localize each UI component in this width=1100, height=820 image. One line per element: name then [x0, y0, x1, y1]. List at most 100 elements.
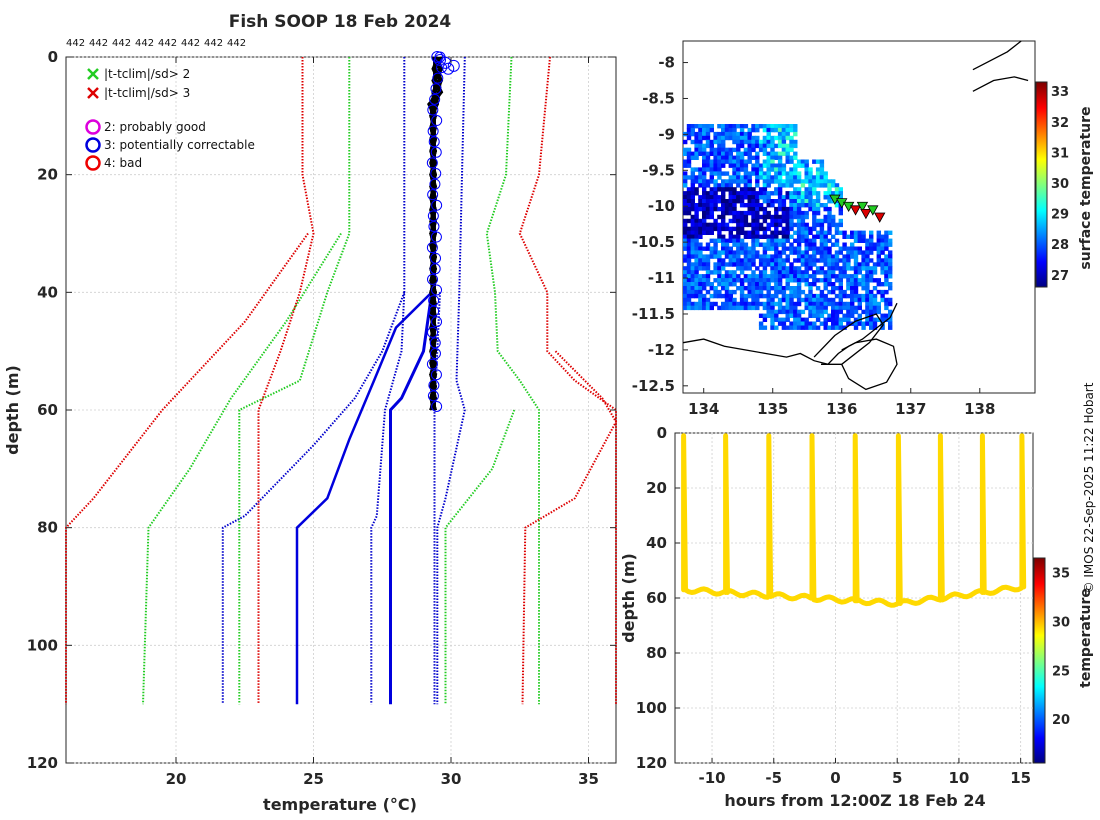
colorbar-band [1036, 127, 1047, 129]
sst-pixel [713, 242, 718, 247]
sst-pixel [721, 135, 726, 141]
sst-pixel [683, 238, 688, 243]
colorbar-band [1036, 126, 1047, 128]
colorbar-band [1034, 599, 1045, 601]
sst-pixel [789, 242, 794, 247]
sst-pixel [796, 195, 802, 200]
sst-pixel [808, 262, 813, 267]
colorbar-band [1034, 622, 1045, 624]
sst-pixel [888, 254, 893, 259]
sst-pixel [766, 214, 771, 220]
sst-pixel [758, 270, 764, 275]
sst-pixel [732, 270, 737, 275]
sst-pixel [732, 155, 737, 160]
colorbar-band [1034, 567, 1045, 569]
sst-pixel [698, 242, 703, 247]
sst-pixel [732, 147, 737, 153]
sst-pixel [876, 246, 881, 251]
sst-pixel [751, 278, 756, 283]
sst-pixel [827, 317, 832, 322]
sst-pixel [743, 262, 749, 267]
colorbar-band [1034, 759, 1045, 761]
sst-pixel [736, 226, 741, 232]
sst-pixel [823, 297, 828, 303]
sst-pixel [709, 214, 714, 220]
sst-pixel [755, 282, 760, 287]
sst-pixel [702, 210, 707, 216]
sst-pixel [717, 155, 722, 160]
colorbar-band [1036, 252, 1047, 254]
colorbar-band [1034, 657, 1045, 659]
flag-circle [431, 284, 443, 296]
sst-pixel [823, 230, 828, 235]
sst-pixel [857, 234, 862, 239]
sst-pixel [686, 131, 692, 137]
sst-pixel [774, 262, 779, 267]
colorbar-band [1034, 741, 1045, 743]
sst-pixel [819, 301, 825, 307]
colorbar-band [1036, 125, 1047, 127]
flag-circle [429, 263, 441, 275]
sst-pixel [770, 218, 775, 224]
sst-pixel [796, 242, 802, 247]
sst-pixel [838, 210, 843, 216]
sst-pixel [690, 262, 695, 267]
colorbar-band [1034, 704, 1045, 706]
sst-pixel [751, 147, 756, 153]
sst-pixel [872, 242, 878, 247]
colorbar-band [1036, 245, 1047, 247]
sst-pixel [751, 222, 756, 228]
colorbar-band [1034, 616, 1045, 618]
sst-pixel [743, 301, 749, 307]
sst-pixel [721, 250, 726, 255]
colorbar-band [1034, 663, 1045, 665]
sst-pixel [793, 143, 798, 149]
sst-pixel [758, 203, 764, 208]
sst-pixel [728, 199, 733, 204]
colorbar-band [1036, 268, 1047, 270]
colorbar-band [1034, 749, 1045, 751]
colorbar-band [1036, 82, 1047, 84]
colorbar-band [1036, 280, 1047, 282]
colorbar-frame [1033, 557, 1046, 764]
sst-pixel [812, 321, 817, 326]
sst-pixel [705, 210, 711, 216]
sst-pixel [736, 238, 741, 243]
sst-pixel [838, 246, 843, 251]
sst-pixel [812, 238, 817, 243]
sst-pixel [766, 234, 771, 239]
sst-pixel [777, 143, 783, 149]
sst-pixel [721, 199, 726, 204]
sst-pixel [796, 301, 802, 307]
sst-pixel [781, 250, 787, 255]
sst-pixel [834, 199, 840, 204]
colorbar-band [1036, 171, 1047, 173]
sst-pixel [812, 278, 817, 283]
sst-pixel [804, 159, 809, 164]
colorbar-band [1036, 154, 1047, 156]
sst-pixel [739, 151, 745, 156]
sst-pixel [751, 301, 756, 307]
sst-pixel [739, 127, 745, 133]
sst-pixel [683, 301, 688, 307]
sst-pixel [808, 274, 813, 279]
colorbar-band [1034, 701, 1045, 703]
sst-pixel [683, 266, 688, 271]
sst-pixel [876, 309, 881, 315]
sst-pixel [800, 199, 806, 204]
sst-pixel [876, 262, 881, 267]
sst-pixel [717, 226, 722, 232]
sst-pixel [728, 191, 733, 196]
sst-pixel [796, 293, 802, 299]
sst-pixel [690, 124, 695, 129]
sst-pixel [690, 222, 695, 228]
sst-pixel [766, 183, 771, 188]
sst-pixel [762, 250, 768, 255]
sst-pixel [804, 258, 809, 263]
colorbar-band [1036, 170, 1047, 172]
sst-pixel [819, 309, 825, 315]
sst-pixel [747, 179, 752, 184]
sst-pixel [831, 222, 836, 228]
sst-pixel [781, 147, 787, 153]
sst-pixel [842, 230, 847, 235]
